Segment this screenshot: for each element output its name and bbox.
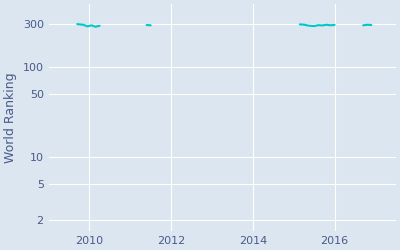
Y-axis label: World Ranking: World Ranking xyxy=(4,72,17,163)
